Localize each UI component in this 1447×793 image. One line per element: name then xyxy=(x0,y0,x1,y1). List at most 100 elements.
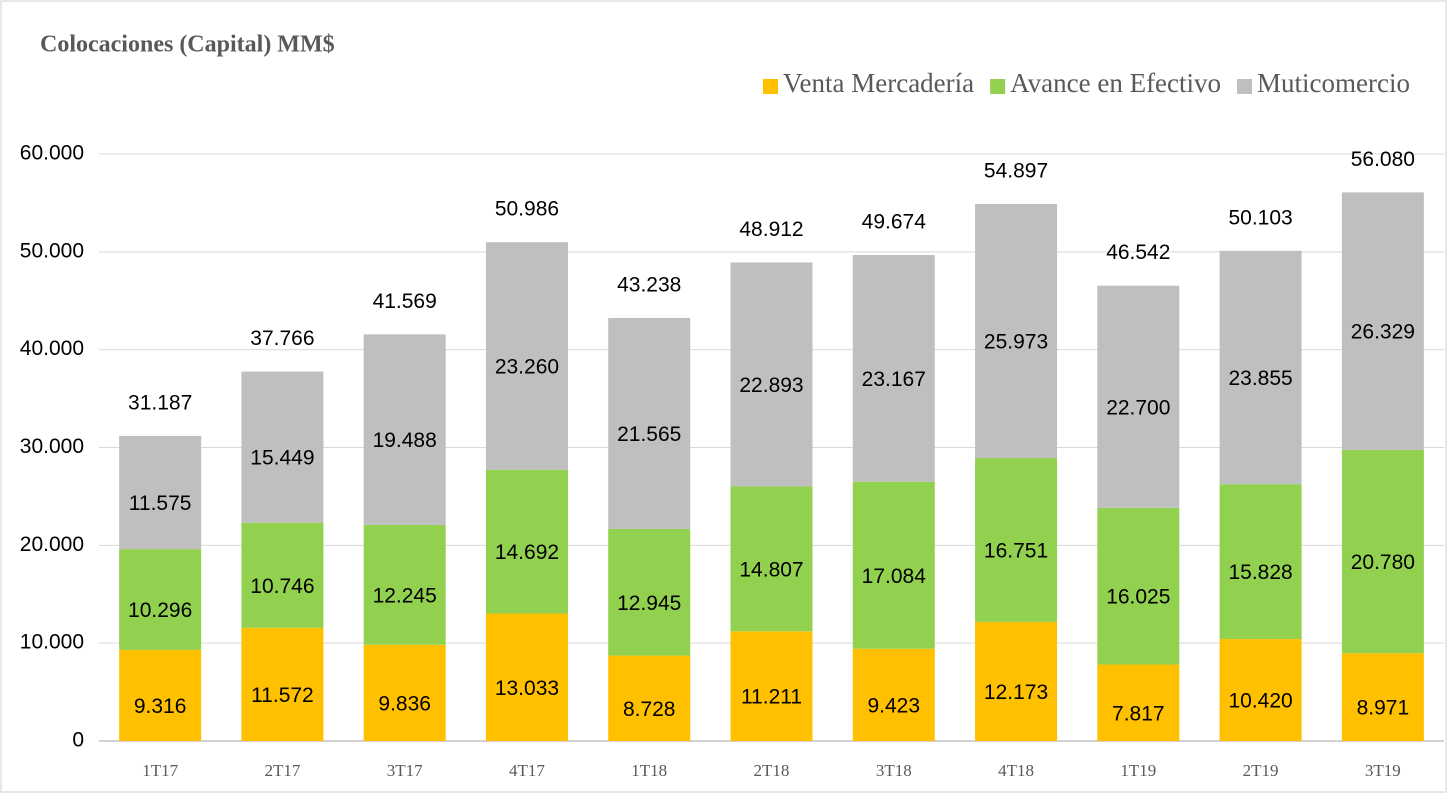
legend-swatch xyxy=(1237,79,1253,94)
y-tick-label: 50.000 xyxy=(20,239,84,262)
data-label: 23.855 xyxy=(1228,367,1292,390)
data-label: 11.211 xyxy=(741,686,802,709)
bar-segment xyxy=(1341,449,1424,654)
data-label: 12.945 xyxy=(617,592,681,615)
total-label: 37.766 xyxy=(250,327,314,350)
bar-segment xyxy=(975,458,1058,622)
bar-segment xyxy=(730,486,813,632)
x-tick-label: 4T18 xyxy=(998,761,1034,780)
total-label: 54.897 xyxy=(984,159,1048,182)
data-label: 12.173 xyxy=(984,681,1048,704)
legend-swatch xyxy=(763,79,778,94)
bar-segment xyxy=(363,524,446,645)
data-label: 19.488 xyxy=(373,429,437,452)
data-label: 8.971 xyxy=(1357,697,1410,720)
bar-segment xyxy=(485,613,568,741)
data-label: 20.780 xyxy=(1351,551,1415,574)
legend-label: Muticomercio xyxy=(1257,68,1410,98)
y-tick-label: 30.000 xyxy=(20,435,84,458)
total-label: 50.103 xyxy=(1228,206,1292,229)
bar-segment xyxy=(1219,484,1302,640)
x-tick-label: 2T19 xyxy=(1243,761,1279,780)
data-label: 14.807 xyxy=(739,558,803,581)
x-tick-label: 1T17 xyxy=(142,761,178,780)
bar-segment xyxy=(975,203,1058,459)
total-label: 41.569 xyxy=(373,290,437,313)
data-label: 15.449 xyxy=(250,447,314,470)
data-label: 13.033 xyxy=(495,677,559,700)
y-tick-label: 0 xyxy=(72,729,84,752)
bar-segment xyxy=(241,522,324,628)
legend-label: Venta Mercadería xyxy=(783,68,974,98)
bar-segment xyxy=(1219,250,1302,485)
bar-segment xyxy=(485,242,568,470)
x-tick-label: 3T17 xyxy=(387,761,423,780)
total-label: 43.238 xyxy=(617,274,681,297)
total-label: 46.542 xyxy=(1106,241,1170,264)
data-label: 9.423 xyxy=(867,694,920,717)
bar-segment xyxy=(608,317,691,529)
bar-segment xyxy=(975,621,1058,741)
data-label: 10.746 xyxy=(250,575,314,598)
bar-segment xyxy=(363,334,446,525)
x-tick-label: 2T18 xyxy=(754,761,790,780)
bar-segment xyxy=(1341,192,1424,450)
total-label: 50.986 xyxy=(495,198,559,221)
y-tick-label: 60.000 xyxy=(20,142,84,165)
data-label: 23.260 xyxy=(495,356,559,379)
bar-segment xyxy=(852,648,935,741)
data-label: 12.245 xyxy=(373,584,437,607)
x-tick-label: 2T17 xyxy=(264,761,300,780)
data-label: 22.893 xyxy=(739,374,803,397)
data-label: 17.084 xyxy=(862,565,927,588)
y-tick-label: 40.000 xyxy=(20,337,84,360)
bar-segment xyxy=(1341,653,1424,741)
chart-title: Colocaciones (Capital) MM$ xyxy=(40,32,335,58)
bar-segment xyxy=(852,481,935,649)
total-label: 49.674 xyxy=(862,211,927,234)
bar-segment xyxy=(363,644,446,741)
legend-label: Avance en Efectivo xyxy=(1010,68,1221,98)
x-tick-label: 3T19 xyxy=(1365,761,1401,780)
bar-segment xyxy=(730,631,813,741)
bar-segment xyxy=(119,649,202,741)
data-label: 22.700 xyxy=(1106,396,1170,419)
bar-segment xyxy=(119,549,202,650)
x-tick-label: 4T17 xyxy=(509,761,545,780)
data-label: 26.329 xyxy=(1351,321,1415,344)
bar-segment xyxy=(485,469,568,614)
data-label: 10.420 xyxy=(1228,690,1292,713)
data-label: 7.817 xyxy=(1112,702,1165,725)
bar-segment xyxy=(119,435,202,550)
data-label: 16.751 xyxy=(984,540,1048,563)
data-label: 21.565 xyxy=(617,423,681,446)
total-label: 31.187 xyxy=(128,391,192,414)
data-label: 8.728 xyxy=(623,698,676,721)
bar-segment xyxy=(608,655,691,741)
data-label: 14.692 xyxy=(495,541,559,564)
bar-segment xyxy=(241,371,324,523)
bar-segment xyxy=(730,262,813,487)
x-tick-label: 1T18 xyxy=(631,761,667,780)
data-label: 16.025 xyxy=(1106,586,1170,609)
data-label: 9.316 xyxy=(134,695,187,718)
total-label: 48.912 xyxy=(739,218,803,241)
bar-segment xyxy=(608,528,691,656)
legend-swatch xyxy=(990,79,1006,94)
data-label: 11.572 xyxy=(251,684,314,707)
total-label: 56.080 xyxy=(1351,148,1415,171)
bar-segment xyxy=(1097,507,1180,665)
bar-segment xyxy=(1097,285,1180,508)
data-label: 10.296 xyxy=(128,599,192,622)
bar-segment xyxy=(1097,664,1180,741)
x-tick-label: 3T18 xyxy=(876,761,912,780)
bar-segment xyxy=(241,627,324,741)
data-label: 11.575 xyxy=(129,492,192,515)
data-label: 15.828 xyxy=(1228,561,1292,584)
bar-segment xyxy=(852,255,935,482)
bar-segment xyxy=(1219,639,1302,741)
y-tick-label: 20.000 xyxy=(20,533,84,556)
data-label: 9.836 xyxy=(378,692,431,715)
data-label: 25.973 xyxy=(984,331,1048,354)
